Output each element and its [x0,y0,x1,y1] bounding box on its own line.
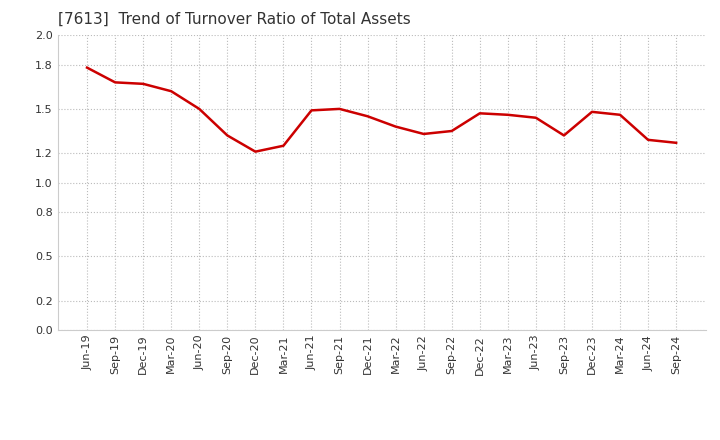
Text: [7613]  Trend of Turnover Ratio of Total Assets: [7613] Trend of Turnover Ratio of Total … [58,12,410,27]
